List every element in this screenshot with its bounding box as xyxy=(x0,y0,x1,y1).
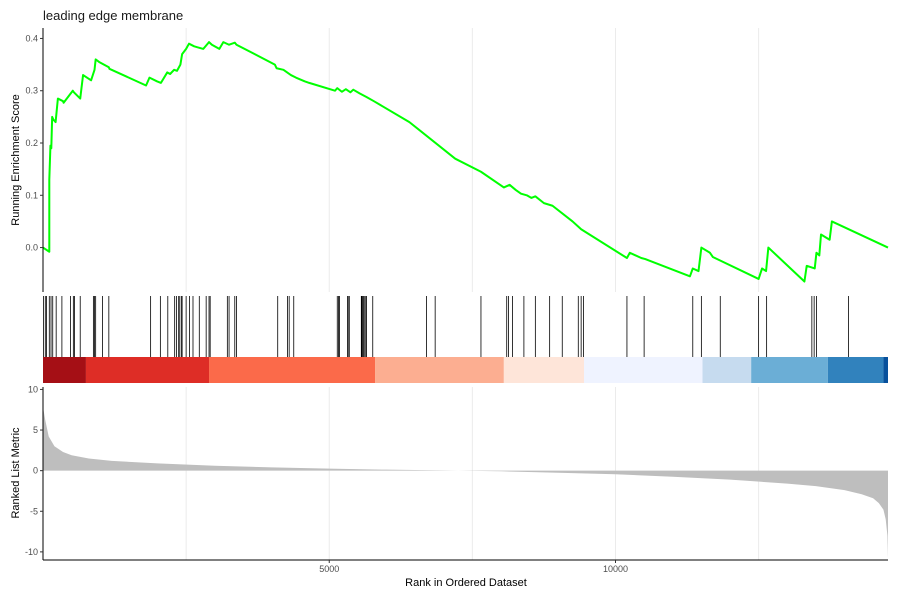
heatmap-band xyxy=(209,357,376,383)
chart-title: leading edge membrane xyxy=(43,8,184,23)
ranked-y-tick-label: 10 xyxy=(28,384,38,394)
grid-layer xyxy=(185,28,760,560)
heatmap-band xyxy=(584,357,703,383)
heatmap-band xyxy=(883,357,888,383)
heatmap-band xyxy=(85,357,210,383)
ranked-y-tick-label: 5 xyxy=(33,425,38,435)
heatmap-band xyxy=(375,357,504,383)
es-y-tick-label: 0.4 xyxy=(25,33,38,43)
heatmap-band xyxy=(702,357,752,383)
ranked-y-tick-label: 0 xyxy=(33,466,38,476)
axes-layer: 0.0 0.1 0.2 0.3 0.4 10 5 0 -5 -10 5000 10000 xyxy=(25,28,888,574)
x-axis-title: Rank in Ordered Dataset xyxy=(405,577,527,589)
x-tick-label: 5000 xyxy=(319,564,339,574)
es-y-tick-label: 0.1 xyxy=(25,190,38,200)
heatmap-band xyxy=(751,357,828,383)
enrichment-score-line xyxy=(42,41,889,283)
heatmap-band xyxy=(503,357,585,383)
heatmap-band xyxy=(827,357,884,383)
heatmap-band xyxy=(43,357,86,383)
x-tick-label: 10000 xyxy=(603,564,628,574)
ranked-y-axis-title: Ranked List Metric xyxy=(10,427,22,519)
es-y-tick-label: 0.2 xyxy=(25,138,38,148)
ranked-y-tick-label: -5 xyxy=(30,506,38,516)
enrichment-score-panel xyxy=(42,41,889,283)
es-y-tick-label: 0.0 xyxy=(25,243,38,253)
hit-markers xyxy=(43,296,849,357)
ranked-metric-panel xyxy=(43,407,888,559)
ranked-metric-area xyxy=(43,407,888,559)
es-y-axis-title: Running Enrichment Score xyxy=(10,94,22,225)
es-y-tick-label: 0.3 xyxy=(25,86,38,96)
rank-heatmap-bar xyxy=(43,357,888,383)
ranked-y-tick-label: -10 xyxy=(25,547,38,557)
